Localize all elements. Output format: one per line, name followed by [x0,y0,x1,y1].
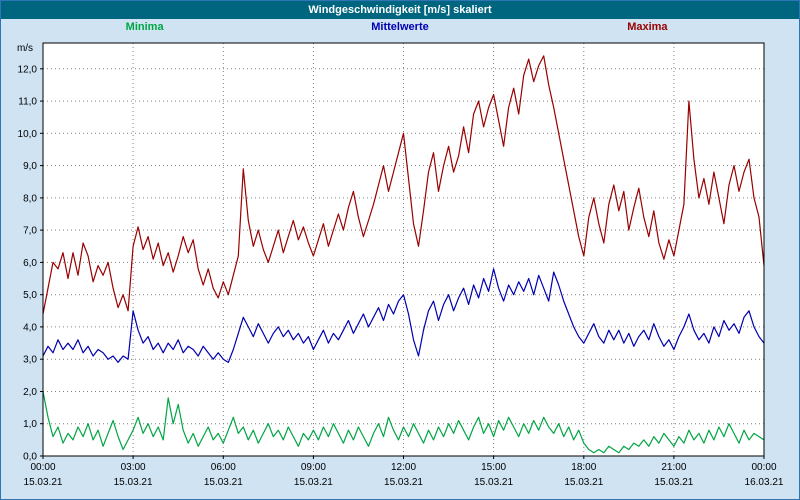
svg-text:21:00: 21:00 [661,462,686,473]
svg-text:5,0: 5,0 [23,290,37,301]
svg-text:15.03.21: 15.03.21 [654,477,693,488]
svg-text:2,0: 2,0 [23,387,37,398]
svg-text:7,0: 7,0 [23,226,37,237]
window-title: Windgeschwindigkeit [m/s] skaliert [308,4,492,16]
svg-text:15.03.21: 15.03.21 [294,477,333,488]
legend-mittelwerte: Mittelwerte [371,21,429,33]
svg-text:03:00: 03:00 [121,462,146,473]
title-bar: Windgeschwindigkeit [m/s] skaliert [1,1,799,19]
svg-text:8,0: 8,0 [23,193,37,204]
svg-text:15:00: 15:00 [481,462,506,473]
svg-text:15.03.21: 15.03.21 [564,477,603,488]
chart-legend: Minima Mittelwerte Maxima [1,21,799,37]
svg-text:18:00: 18:00 [571,462,596,473]
legend-maxima: Maxima [627,21,668,33]
svg-text:15.03.21: 15.03.21 [384,477,423,488]
legend-minima: Minima [125,21,164,33]
svg-text:m/s: m/s [17,43,33,54]
svg-text:4,0: 4,0 [23,322,37,333]
svg-text:15.03.21: 15.03.21 [114,477,153,488]
svg-text:15.03.21: 15.03.21 [204,477,243,488]
svg-text:12:00: 12:00 [391,462,416,473]
svg-text:00:00: 00:00 [30,462,55,473]
svg-text:0,0: 0,0 [23,452,37,463]
svg-text:09:00: 09:00 [301,462,326,473]
svg-text:6,0: 6,0 [23,258,37,269]
svg-text:00:00: 00:00 [751,462,776,473]
svg-text:15.03.21: 15.03.21 [24,477,63,488]
svg-text:06:00: 06:00 [211,462,236,473]
svg-text:3,0: 3,0 [23,355,37,366]
svg-text:12,0: 12,0 [18,64,38,75]
svg-text:10,0: 10,0 [18,129,38,140]
svg-text:16.03.21: 16.03.21 [745,477,784,488]
svg-text:9,0: 9,0 [23,161,37,172]
svg-text:15.03.21: 15.03.21 [474,477,513,488]
svg-text:1,0: 1,0 [23,419,37,430]
svg-text:11,0: 11,0 [18,97,37,108]
